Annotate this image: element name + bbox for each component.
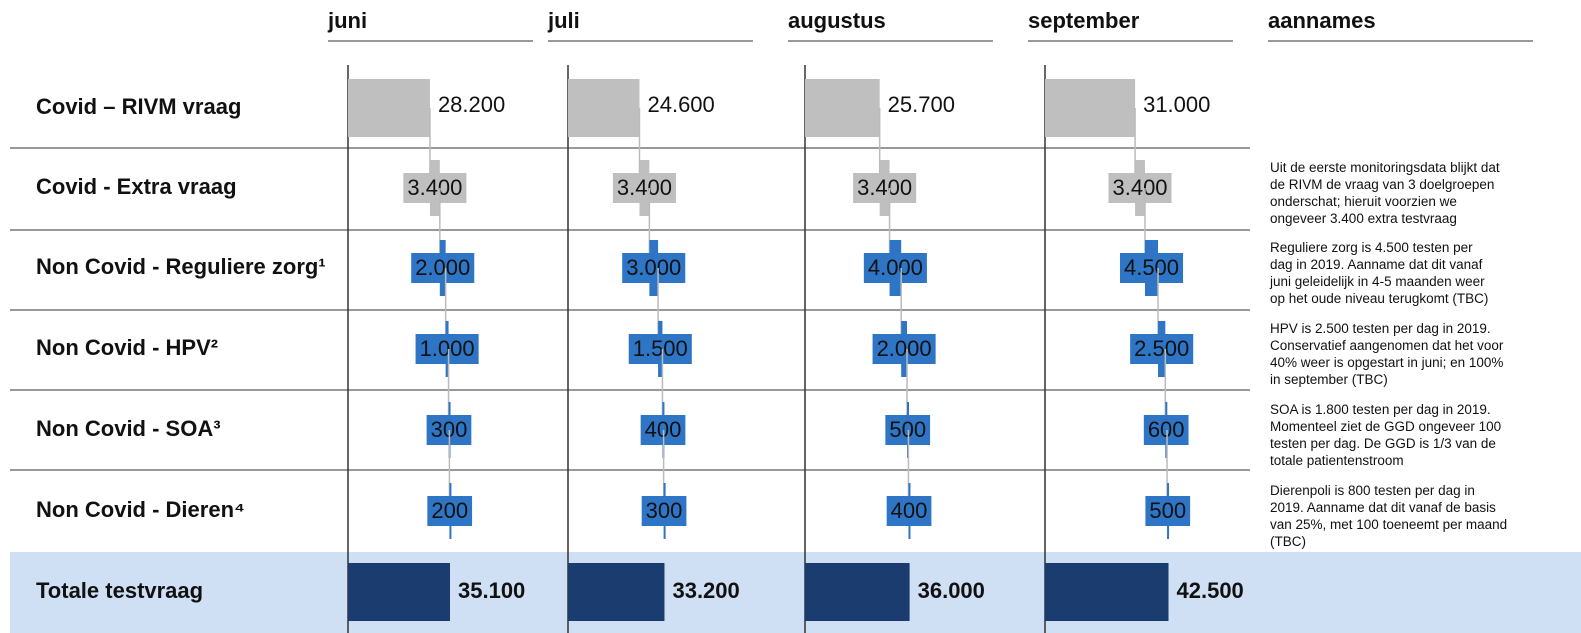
assumption-text: totale patientenstroom — [1270, 453, 1404, 468]
assumption-text: 40% weer is opgestart in juni; en 100% — [1270, 355, 1503, 370]
column-header: aannames — [1268, 8, 1376, 33]
assumption-text: juni geleidelijk in 4-5 maanden weer — [1269, 274, 1485, 289]
value-label-box — [1145, 496, 1191, 526]
column-header: juni — [327, 8, 367, 33]
assumption-text: SOA is 1.800 testen per dag in 2019. — [1270, 402, 1491, 417]
value-label: 500 — [1149, 498, 1186, 523]
bar — [1045, 563, 1169, 621]
assumption-text: 2019. Aanname dat dit vanaf de basis — [1270, 500, 1496, 515]
value-label: 36.000 — [918, 578, 985, 603]
value-label-box — [872, 334, 936, 364]
value-label-box — [628, 334, 692, 364]
value-label: 3.400 — [857, 175, 912, 200]
assumption-text: testen per dag. De GGD is 1/3 van de — [1270, 436, 1496, 451]
value-label: 4.500 — [1124, 255, 1179, 280]
value-label: 2.500 — [1134, 336, 1189, 361]
value-label: 33.200 — [672, 578, 739, 603]
value-label-box — [403, 173, 467, 203]
value-label: 31.000 — [1143, 92, 1210, 117]
value-label: 400 — [891, 498, 928, 523]
assumption-text: op het oude niveau terugkomt (TBC) — [1270, 291, 1488, 306]
assumption-text: Reguliere zorg is 4.500 testen per — [1270, 240, 1473, 255]
value-label: 1.500 — [633, 336, 688, 361]
bar — [348, 563, 450, 621]
assumption-text: dag in 2019. Aanname dat dit vanaf — [1270, 257, 1483, 272]
value-label-box — [612, 173, 676, 203]
value-label-box — [411, 253, 475, 283]
row-label: Non Covid - Reguliere zorg¹ — [36, 254, 326, 279]
row-label: Covid – RIVM vraag — [36, 94, 241, 119]
value-label: 35.100 — [458, 578, 525, 603]
value-label: 600 — [1148, 417, 1185, 442]
row-label: Non Covid - SOA³ — [36, 416, 221, 441]
assumption-text: Dierenpoli is 800 testen per dag in — [1270, 483, 1475, 498]
value-label: 2.000 — [877, 336, 932, 361]
value-label-box — [1143, 415, 1189, 445]
value-label-box — [641, 496, 687, 526]
value-label-box — [415, 334, 479, 364]
value-label: 4.000 — [868, 255, 923, 280]
assumption-text: Momenteel ziet de GGD ongeveer 100 — [1270, 419, 1501, 434]
assumption-text: ongeveer 3.400 extra testvraag — [1270, 211, 1457, 226]
value-label: 28.200 — [438, 92, 505, 117]
value-label: 3.000 — [626, 255, 681, 280]
bar — [1045, 79, 1136, 137]
value-label: 1.000 — [420, 336, 475, 361]
value-label: 3.400 — [407, 175, 462, 200]
value-label: 3.400 — [1112, 175, 1167, 200]
bar — [805, 79, 880, 137]
value-label-box — [427, 496, 473, 526]
value-label: 24.600 — [647, 92, 714, 117]
assumption-text: Conservatief aangenomen dat het voor — [1270, 338, 1504, 353]
column-header: september — [1028, 8, 1140, 33]
value-label-box — [1119, 253, 1184, 283]
assumption-text: onderschat; hieruit voorzien we — [1270, 194, 1457, 209]
value-label: 300 — [646, 498, 683, 523]
bar — [568, 79, 640, 137]
total-band — [10, 552, 1581, 633]
row-label: Totale testvraag — [36, 578, 203, 603]
row-label: Covid - Extra vraag — [36, 174, 237, 199]
value-label: 2.000 — [415, 255, 470, 280]
bar — [568, 563, 665, 621]
assumption-text: van 25%, met 100 toeneemt per maand — [1270, 517, 1507, 532]
assumption-text: HPV is 2.500 testen per dag in 2019. — [1270, 321, 1491, 336]
row-label: Non Covid - HPV² — [36, 335, 218, 360]
value-label-box — [853, 173, 917, 203]
value-label-box — [863, 253, 927, 283]
value-label-box — [1130, 334, 1194, 364]
bar — [348, 79, 430, 137]
value-label-box — [622, 253, 686, 283]
column-header: augustus — [788, 8, 886, 33]
assumption-text: in september (TBC) — [1270, 372, 1388, 387]
assumption-text: (TBC) — [1270, 534, 1306, 549]
value-label: 42.500 — [1177, 578, 1244, 603]
column-header: juli — [547, 8, 580, 33]
value-label: 25.700 — [888, 92, 955, 117]
value-label-box — [1108, 173, 1172, 203]
bar — [805, 563, 910, 621]
value-label: 3.400 — [617, 175, 672, 200]
assumption-text: de RIVM de vraag van 3 doelgroepen — [1270, 177, 1494, 192]
assumption-text: Uit de eerste monitoringsdata blijkt dat — [1270, 160, 1500, 175]
row-label: Non Covid - Dieren⁴ — [36, 497, 245, 522]
value-label-box — [886, 496, 932, 526]
value-label: 200 — [431, 498, 468, 523]
